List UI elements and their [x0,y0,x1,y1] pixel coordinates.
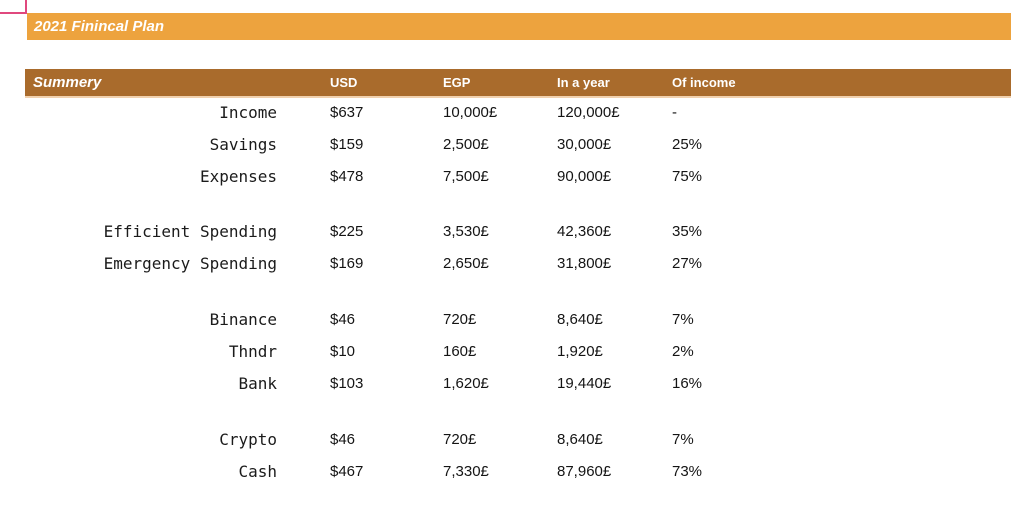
cell-label[interactable]: Binance [209,310,277,329]
cell-year[interactable]: 8,640£ [557,311,603,328]
table-row-efficient-spending: Efficient Spending $225 3,530£ 42,360£ 3… [25,216,1011,248]
table-row-emergency-spending: Emergency Spending $169 2,650£ 31,800£ 2… [25,248,1011,280]
cell-pct[interactable]: 35% [672,223,703,240]
cell-pct[interactable]: 25% [672,136,703,153]
cell-pct[interactable]: 2% [672,343,694,360]
selection-corner-mark-horizontal [0,12,27,14]
table-row-thndr: Thndr $10 160£ 1,920£ 2% [25,336,1011,368]
cell-egp[interactable]: 7,330£ [443,463,489,480]
table-title: Summery [33,74,102,91]
cell-usd[interactable]: $169 [330,255,364,272]
cell-egp[interactable]: 720£ [443,311,477,328]
cell-usd[interactable]: $103 [330,375,364,392]
column-header-egp: EGP [443,75,471,90]
row-group-gap [25,400,1011,424]
cell-usd[interactable]: $46 [330,431,356,448]
cell-year[interactable]: 87,960£ [557,463,612,480]
cell-egp[interactable]: 720£ [443,431,477,448]
cell-pct[interactable]: 7% [672,431,694,448]
cell-pct[interactable]: 7% [672,311,694,328]
cell-pct[interactable]: 73% [672,463,703,480]
cell-year[interactable]: 8,640£ [557,431,603,448]
cell-label[interactable]: Crypto [219,430,277,449]
title-bar: 2021 Finincal Plan [27,13,1011,40]
cell-usd[interactable]: $10 [330,343,356,360]
cell-label[interactable]: Expenses [199,167,277,186]
cell-year[interactable]: 31,800£ [557,255,612,272]
cell-egp[interactable]: 7,500£ [443,168,489,185]
cell-label[interactable]: Thndr [228,342,277,361]
cell-egp[interactable]: 160£ [443,343,477,360]
cell-egp[interactable]: 2,500£ [443,136,489,153]
table-header-row: Summery USD EGP In a year Of income [25,69,1011,96]
table-row-crypto: Crypto $46 720£ 8,640£ 7% [25,424,1011,456]
cell-usd[interactable]: $637 [330,104,364,121]
cell-egp[interactable]: 2,650£ [443,255,489,272]
table-row-income: Income $637 10,000£ 120,000£ - [25,97,1011,129]
cell-egp[interactable]: 1,620£ [443,375,489,392]
table-row-savings: Savings $159 2,500£ 30,000£ 25% [25,129,1011,161]
cell-year[interactable]: 90,000£ [557,168,612,185]
cell-year[interactable]: 120,000£ [557,104,620,121]
cell-year[interactable]: 42,360£ [557,223,612,240]
cell-usd[interactable]: $467 [330,463,364,480]
cell-usd[interactable]: $46 [330,311,356,328]
cell-label[interactable]: Emergency Spending [103,254,277,273]
cell-pct[interactable]: - [672,104,677,121]
cell-usd[interactable]: $225 [330,223,364,240]
cell-usd[interactable]: $478 [330,168,364,185]
cell-year[interactable]: 19,440£ [557,375,612,392]
selection-corner-mark-vertical [25,0,27,13]
cell-pct[interactable]: 16% [672,375,703,392]
cell-label[interactable]: Efficient Spending [103,222,277,241]
cell-egp[interactable]: 3,530£ [443,223,489,240]
cell-year[interactable]: 30,000£ [557,136,612,153]
cell-pct[interactable]: 75% [672,168,703,185]
table-row-bank: Bank $103 1,620£ 19,440£ 16% [25,368,1011,400]
table-row-binance: Binance $46 720£ 8,640£ 7% [25,304,1011,336]
table-row-expenses: Expenses $478 7,500£ 90,000£ 75% [25,161,1011,193]
cell-label[interactable]: Savings [209,135,277,154]
cell-label[interactable]: Cash [238,462,277,481]
column-header-in-a-year: In a year [557,75,610,90]
cell-usd[interactable]: $159 [330,136,364,153]
column-header-usd: USD [330,75,358,90]
table-body: Income $637 10,000£ 120,000£ - Savings $… [25,97,1011,488]
row-group-gap [25,193,1011,216]
column-header-of-income: Of income [672,75,736,90]
table-row-cash: Cash $467 7,330£ 87,960£ 73% [25,456,1011,488]
cell-pct[interactable]: 27% [672,255,703,272]
cell-egp[interactable]: 10,000£ [443,104,498,121]
cell-label[interactable]: Income [219,103,277,122]
cell-label[interactable]: Bank [238,374,277,393]
cell-year[interactable]: 1,920£ [557,343,603,360]
row-group-gap [25,280,1011,304]
page-title: 2021 Finincal Plan [34,18,165,35]
